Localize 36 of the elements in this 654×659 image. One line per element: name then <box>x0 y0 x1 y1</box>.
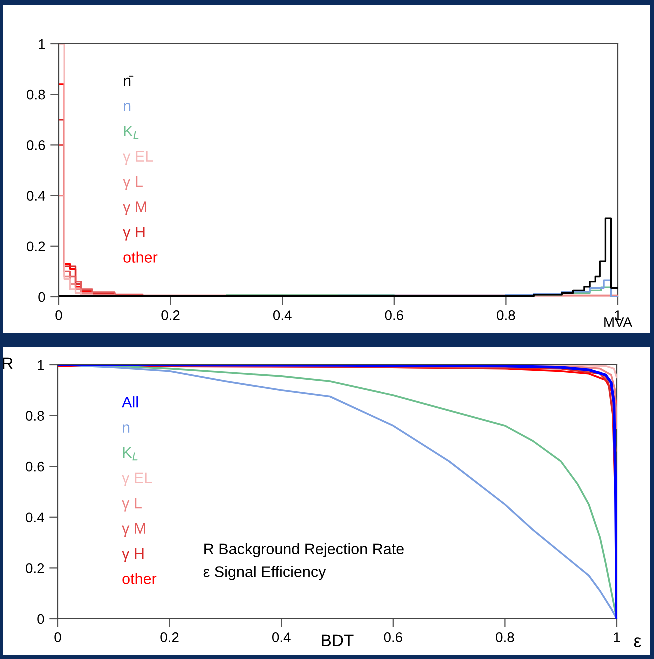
y-tick-label: 0.4 <box>26 512 44 523</box>
x-tick-label: 0.8 <box>497 310 516 320</box>
y-axis-title: R <box>3 358 13 370</box>
text: γ H <box>122 548 144 562</box>
x-axis-title: ε <box>634 638 642 648</box>
x-tick-label: 0 <box>56 310 62 320</box>
text: other <box>122 573 157 584</box>
x-tick-label: 0.4 <box>273 310 292 320</box>
x-tick-label: 0.4 <box>272 632 291 642</box>
x-tick-label: 1 <box>614 632 620 642</box>
y-tick-label: 0.6 <box>26 462 44 472</box>
y-tick-label: 0.8 <box>27 90 46 100</box>
y-tick-label: 0.6 <box>27 140 46 150</box>
text: All <box>122 396 138 408</box>
text: γ M <box>122 523 146 537</box>
y-tick-label: 1 <box>39 39 46 50</box>
y-tick-label: 0.2 <box>26 564 44 574</box>
y-tick-label: 0 <box>38 292 46 302</box>
y-tick-label: 0.8 <box>26 411 44 421</box>
x-tick-label: 0.8 <box>496 632 514 642</box>
annotation: R Background Rejection Rate <box>204 543 404 558</box>
text: K$_{L}$ <box>123 448 138 461</box>
x-tick-label: 0.6 <box>384 632 402 642</box>
text: BDT <box>322 634 354 646</box>
x-tick-label: 0 <box>54 632 62 642</box>
y-tick-label: 0 <box>38 614 44 624</box>
text: γ L <box>122 498 142 512</box>
x-tick-label: 0.2 <box>162 310 180 320</box>
y-tick-label: 0.2 <box>27 242 46 252</box>
text: γ EL <box>122 472 152 486</box>
text: n <box>123 424 130 433</box>
annotation: ε Signal Efficiency <box>204 566 326 580</box>
y-tick-label: 0.4 <box>27 191 46 201</box>
x-tick-label: 0.6 <box>385 310 404 320</box>
x-tick-label: 0.2 <box>160 632 179 642</box>
y-tick-label: 1 <box>38 360 44 370</box>
